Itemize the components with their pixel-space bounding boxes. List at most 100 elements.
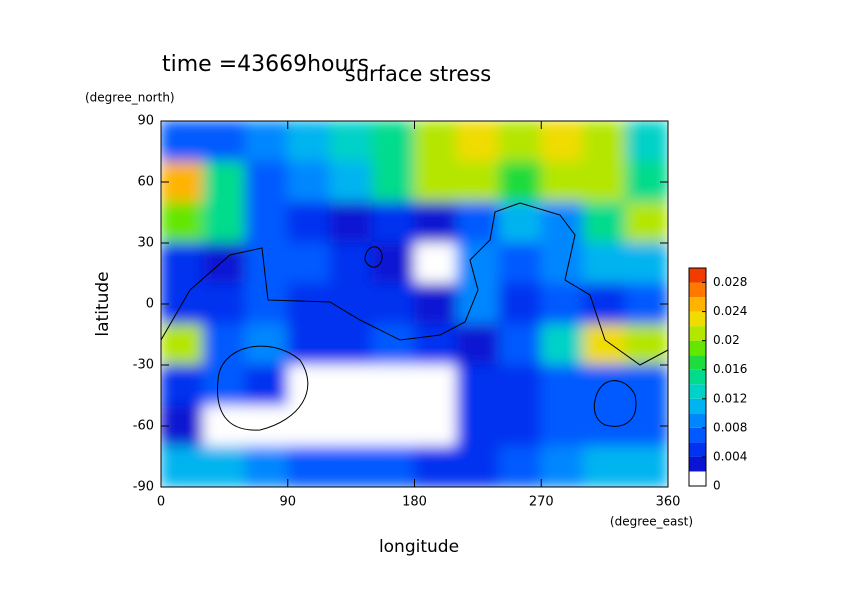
field-cell xyxy=(245,161,289,203)
x-units: (degree_east) xyxy=(610,515,693,529)
field-cell xyxy=(540,364,584,407)
field-cell xyxy=(371,242,415,285)
field-cell xyxy=(625,323,668,366)
field-cell xyxy=(287,445,331,487)
field-cell xyxy=(456,364,500,407)
field-cell xyxy=(498,445,542,487)
y-tick-label: 90 xyxy=(137,114,154,129)
field-cell xyxy=(371,364,415,407)
field-cell xyxy=(498,364,542,407)
field-cell xyxy=(498,242,542,285)
field-cell xyxy=(371,445,415,487)
field-cell xyxy=(329,323,373,366)
colorbar-bin xyxy=(689,427,706,443)
field-cell xyxy=(540,445,584,487)
field-cell xyxy=(498,201,542,244)
field-cell xyxy=(245,445,289,487)
field-cell xyxy=(498,405,542,447)
y-tick-label: 0 xyxy=(146,297,154,312)
field-cell xyxy=(540,201,584,244)
field-cell xyxy=(414,445,458,487)
field-cell xyxy=(329,364,373,407)
field-cell xyxy=(329,405,373,447)
field-cell xyxy=(456,445,500,487)
field-cell xyxy=(161,445,204,487)
field-cell xyxy=(371,121,415,163)
colorbar-bin xyxy=(689,355,706,370)
field-cell xyxy=(583,283,627,325)
field-cell xyxy=(583,242,627,285)
field-cell xyxy=(540,121,584,163)
colorbar-tick-label: 0.008 xyxy=(713,420,747,434)
field-cell xyxy=(414,201,458,244)
colorbar-bin xyxy=(689,442,706,457)
annotation: time =43669hours xyxy=(162,52,369,77)
colorbar-bin xyxy=(689,326,706,341)
field-cell xyxy=(414,161,458,203)
field-cell xyxy=(456,201,500,244)
field-cell xyxy=(202,242,246,285)
field-cell xyxy=(161,242,204,285)
field-cell xyxy=(498,161,542,203)
field-cell xyxy=(540,405,584,447)
field-cell xyxy=(414,405,458,447)
colorbar-tick-label: 0.028 xyxy=(713,275,747,289)
field-cell xyxy=(287,161,331,203)
field-cell xyxy=(456,242,500,285)
field-cell xyxy=(245,364,289,407)
field-cell xyxy=(161,121,204,163)
field-cell xyxy=(202,405,246,447)
x-tick-label: 360 xyxy=(656,495,681,510)
field-cell xyxy=(625,242,668,285)
field-cell xyxy=(371,405,415,447)
field-cell xyxy=(371,161,415,203)
field-cell xyxy=(540,242,584,285)
field-cell xyxy=(287,121,331,163)
colorbar-bin xyxy=(689,398,706,414)
field-cell xyxy=(498,323,542,366)
colorbar-frame xyxy=(688,267,707,487)
field-cell xyxy=(456,405,500,447)
colorbar-tick-label: 0.004 xyxy=(713,449,747,463)
field-cell xyxy=(202,121,246,163)
colorbar-bin xyxy=(689,471,706,486)
colorbar-bin xyxy=(689,456,706,472)
field-cell xyxy=(202,364,246,407)
coastline xyxy=(217,345,309,431)
y-tick-label: -30 xyxy=(133,358,154,373)
field-cell xyxy=(371,201,415,244)
y-axis-label: latitude xyxy=(93,271,113,336)
field-cell xyxy=(329,201,373,244)
x-tick-label: 0 xyxy=(157,495,165,510)
field-cell xyxy=(245,242,289,285)
field-cell xyxy=(456,323,500,366)
field-cell xyxy=(498,283,542,325)
field-cell xyxy=(287,364,331,407)
field-cell xyxy=(329,121,373,163)
field-cell xyxy=(202,323,246,366)
colorbar-bin xyxy=(689,384,706,399)
field-cell xyxy=(414,242,458,285)
field-cell xyxy=(540,323,584,366)
field-cell xyxy=(287,323,331,366)
field-cell xyxy=(202,283,246,325)
field-cell xyxy=(583,323,627,366)
field-cell xyxy=(287,405,331,447)
field-cell xyxy=(287,283,331,325)
colorbar-bin xyxy=(689,311,706,327)
colorbar-bin xyxy=(689,340,706,356)
y-tick-label: 30 xyxy=(137,236,154,251)
field-cell xyxy=(161,364,204,407)
field-cell xyxy=(583,161,627,203)
field-cell xyxy=(456,161,500,203)
field-cell xyxy=(583,201,627,244)
x-tick-label: 180 xyxy=(402,495,427,510)
coastline xyxy=(161,202,668,366)
colorbar-tick-label: 0.024 xyxy=(713,304,747,318)
field-cell xyxy=(329,242,373,285)
colorbar-tick-label: 0 xyxy=(713,479,721,493)
field-cell xyxy=(625,445,668,487)
colorbar-tick-label: 0.016 xyxy=(713,362,747,376)
field-cell xyxy=(287,242,331,285)
